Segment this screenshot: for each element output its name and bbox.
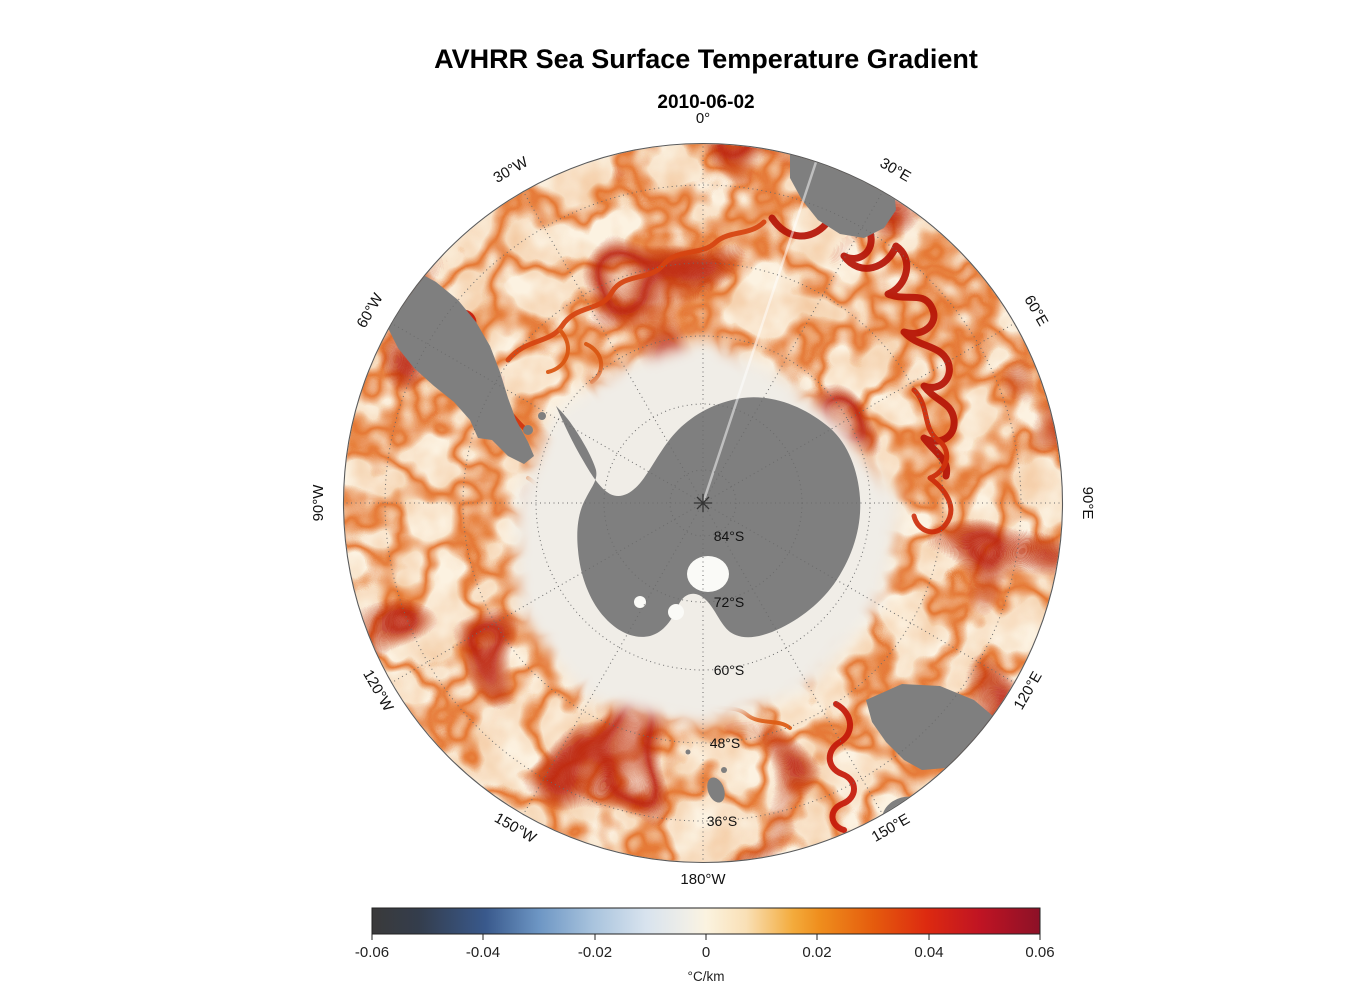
figure-title: AVHRR Sea Surface Temperature Gradient bbox=[434, 44, 978, 74]
colorbar-tick-label: 0 bbox=[702, 944, 710, 961]
parallel-label-72s: 72°S bbox=[714, 594, 745, 610]
ice-shelf-patch bbox=[668, 604, 684, 620]
graticule bbox=[343, 143, 1063, 863]
colorbar-tick-label: 0.04 bbox=[914, 944, 943, 961]
pole-marker bbox=[694, 494, 712, 512]
colorbar-gradient-bar bbox=[371, 907, 1041, 935]
peninsula-island bbox=[523, 425, 533, 435]
parallel-labels: 84°S 72°S 60°S 48°S 36°S bbox=[707, 528, 745, 829]
figure-subtitle: 2010-06-02 bbox=[657, 92, 754, 113]
graticule-meridian bbox=[390, 502, 704, 684]
graticule-meridian bbox=[702, 502, 884, 816]
ross-ice-shelf bbox=[687, 556, 729, 592]
front-path bbox=[826, 701, 857, 833]
graticule-meridian bbox=[702, 322, 1016, 504]
colorbar: -0.06 -0.04 -0.02 0 0.02 0.04 0.06 °C/km bbox=[355, 907, 1055, 984]
meridian-label-30e: 30°E bbox=[877, 155, 914, 186]
meridian-label-180w: 180°W bbox=[680, 871, 726, 888]
colorbar-tick-label: 0.06 bbox=[1025, 944, 1054, 961]
colorbar-tick-label: 0.02 bbox=[802, 944, 831, 961]
south-america bbox=[380, 268, 534, 464]
meridian-label-30w: 30°W bbox=[491, 153, 532, 187]
meridian-label-90e: 90°E bbox=[1079, 487, 1096, 520]
graticule-parallel bbox=[669, 469, 737, 537]
map-frame bbox=[342, 142, 1064, 864]
meridian-label-0: 0° bbox=[696, 110, 710, 127]
parallel-label-48s: 48°S bbox=[710, 735, 741, 751]
antarctica-landmass bbox=[556, 397, 861, 638]
parallel-label-60s: 60°S bbox=[714, 662, 745, 678]
front-path bbox=[911, 387, 954, 535]
ice-shelf-patch bbox=[634, 596, 646, 608]
data-gap-streak bbox=[701, 161, 818, 504]
parallel-label-36s: 36°S bbox=[707, 813, 738, 829]
graticule-meridian bbox=[390, 322, 704, 504]
colorbar-unit-label: °C/km bbox=[688, 969, 725, 984]
meridian-label-60e: 60°E bbox=[1020, 292, 1051, 329]
graticule-meridian bbox=[702, 502, 1016, 684]
colorbar-tick-label: -0.04 bbox=[466, 944, 500, 961]
peninsula-island bbox=[538, 412, 546, 420]
graticule-meridian bbox=[522, 190, 704, 504]
meridian-label-90w: 90°W bbox=[310, 484, 327, 522]
graticule-parallel bbox=[384, 184, 1022, 822]
graticule-meridian bbox=[702, 190, 884, 504]
graticule-meridian bbox=[522, 502, 704, 816]
new-zealand-island bbox=[707, 777, 725, 803]
colorbar-tick-label: -0.02 bbox=[578, 944, 612, 961]
meridian-label-60w: 60°W bbox=[354, 290, 388, 331]
graticule-parallel bbox=[462, 262, 944, 744]
parallel-label-84s: 84°S bbox=[714, 528, 745, 544]
new-zealand-island bbox=[721, 767, 727, 773]
small-island bbox=[685, 749, 691, 755]
front-path bbox=[546, 328, 603, 384]
colorbar-ticks bbox=[371, 934, 1041, 940]
colorbar-tick-label: -0.06 bbox=[355, 944, 389, 961]
front-path bbox=[505, 219, 767, 363]
